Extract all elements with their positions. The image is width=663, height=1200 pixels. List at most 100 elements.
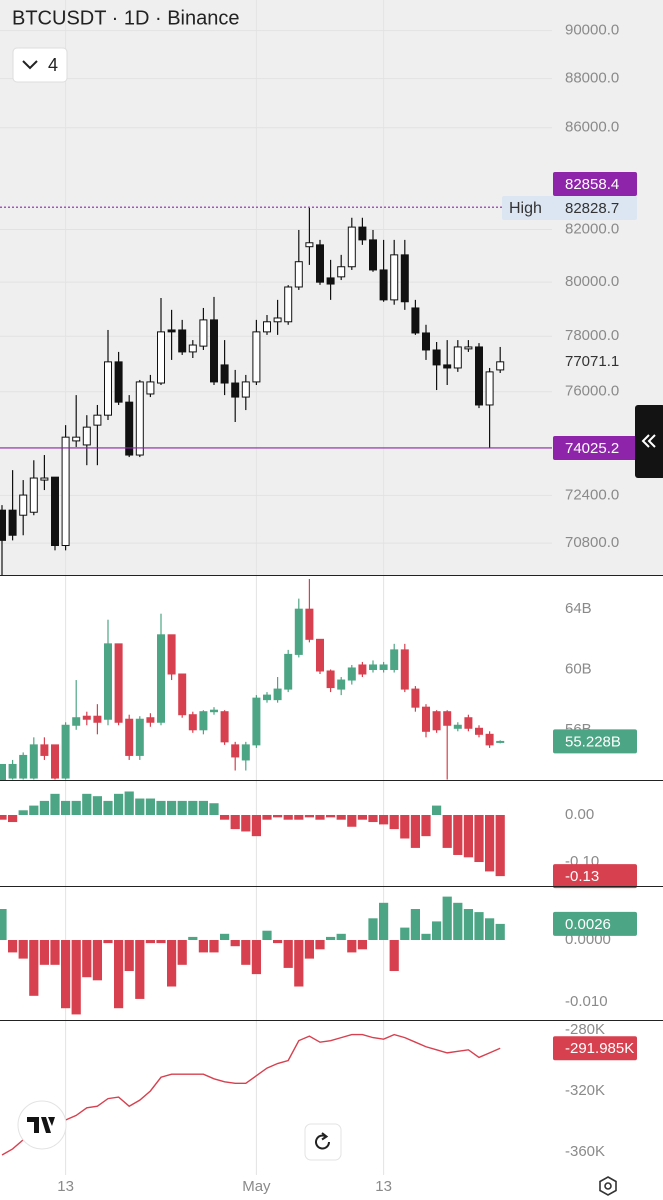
y-tick-label: 60B <box>565 660 592 677</box>
bar <box>71 940 81 1015</box>
bar <box>368 918 378 941</box>
indicator-toggle[interactable]: 4 <box>12 47 68 83</box>
candle-body <box>496 740 505 743</box>
candle-body <box>443 711 452 726</box>
bar <box>92 796 102 815</box>
bar <box>135 940 145 999</box>
bar <box>389 940 399 972</box>
y-tick-label: 78000.0 <box>565 327 619 344</box>
candle-body <box>316 638 324 672</box>
candle-body <box>453 724 462 729</box>
bar <box>18 810 28 815</box>
settings-button[interactable] <box>599 1176 617 1196</box>
bar <box>495 923 505 941</box>
last-value-tag-bg <box>553 1036 637 1061</box>
candle-body <box>422 706 430 732</box>
candle-body <box>104 643 112 720</box>
bar <box>92 940 102 981</box>
price-line-tag: 82858.4 <box>565 176 619 193</box>
candle-body <box>61 724 70 779</box>
bar <box>188 800 198 815</box>
logo-circle[interactable] <box>17 1100 67 1150</box>
last-value-tag-bg <box>553 729 637 754</box>
bar <box>304 940 314 959</box>
toggle-box[interactable] <box>12 47 68 83</box>
last-value-tag-bg <box>553 911 637 936</box>
bar <box>379 902 389 941</box>
bar <box>0 814 7 820</box>
candle-body <box>411 688 420 708</box>
y-tick-label: -320K <box>565 1082 605 1099</box>
bar <box>463 814 473 858</box>
line <box>1 1033 501 1156</box>
candle-body <box>337 266 346 278</box>
reset-button[interactable] <box>304 1123 342 1161</box>
bar <box>177 940 187 965</box>
chevron-icon <box>22 60 38 70</box>
bar <box>315 814 325 820</box>
bar <box>220 814 230 820</box>
last-value-tag-bg <box>553 864 637 889</box>
candle-body <box>104 361 112 416</box>
last-value-tag: -0.13 <box>565 868 599 885</box>
bar <box>82 940 92 978</box>
bar <box>39 940 49 965</box>
y-tick-label: -280K <box>565 1021 605 1038</box>
price-line-tag-bg <box>553 171 637 196</box>
bar <box>145 798 155 815</box>
bar <box>61 940 71 1009</box>
collapse-icon <box>641 434 656 448</box>
candle-body <box>326 670 335 689</box>
candle-body <box>400 649 409 690</box>
candle-body <box>125 401 134 456</box>
bar <box>453 814 463 855</box>
bar <box>273 814 283 818</box>
candle-body <box>188 714 197 731</box>
bar <box>495 814 505 877</box>
bar <box>410 814 420 848</box>
bar <box>368 814 378 823</box>
y-tick-label: 80000.0 <box>565 273 619 290</box>
y-tick-label: -0.010 <box>565 993 608 1010</box>
candle-body <box>72 436 81 442</box>
candle-body <box>400 254 409 303</box>
bar <box>251 940 261 975</box>
tv-logo[interactable] <box>17 1100 67 1150</box>
bar <box>262 930 272 941</box>
candle-body <box>284 286 293 323</box>
bar <box>71 800 81 815</box>
y-tick-label: 88000.0 <box>565 70 619 87</box>
candle-body <box>369 664 377 670</box>
candle-body <box>337 679 346 690</box>
candle-body <box>369 239 377 271</box>
bar <box>379 814 389 825</box>
y-tick-label: 86000.0 <box>565 119 619 136</box>
candle-body <box>422 332 430 351</box>
collapse-tab[interactable] <box>635 405 663 478</box>
candle-body <box>453 346 462 369</box>
candle-body <box>347 667 356 681</box>
x-tick-label: May <box>242 1178 271 1195</box>
bar <box>294 940 304 987</box>
bar <box>241 814 251 832</box>
price-line-tag-bg <box>553 435 637 460</box>
bar <box>61 800 71 815</box>
bar <box>294 814 304 820</box>
bar <box>82 793 92 815</box>
bar <box>283 814 293 820</box>
candle-body <box>390 254 399 301</box>
candle-body <box>29 477 38 513</box>
candle-body <box>178 673 187 716</box>
bar <box>485 814 495 872</box>
bar <box>251 814 261 837</box>
candle-body <box>82 426 91 446</box>
candle-body <box>475 346 483 406</box>
settings-icon[interactable] <box>599 1176 617 1196</box>
reset-box[interactable] <box>304 1123 342 1161</box>
last-value-tag: 55.228B <box>565 733 621 750</box>
high-marker-text: High <box>509 200 542 217</box>
y-tick-label: 72400.0 <box>565 486 619 503</box>
bar <box>124 791 134 815</box>
candle-body <box>464 717 473 729</box>
